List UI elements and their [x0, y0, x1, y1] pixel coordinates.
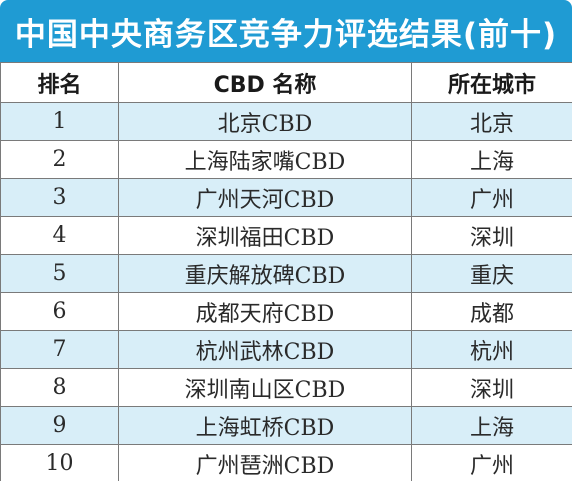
- city-cell: 深圳: [411, 368, 572, 407]
- city-cell: 上海: [411, 140, 572, 179]
- cbd-name-cell: 广州天河CBD: [118, 178, 412, 217]
- table-row: 8 深圳南山区CBD 深圳: [0, 368, 572, 407]
- cbd-name-cell: 深圳福田CBD: [118, 216, 412, 255]
- header-row: 排名 CBD 名称 所在城市: [0, 62, 572, 103]
- table-row: 6 成都天府CBD 成都: [0, 292, 572, 331]
- rank-cell: 2: [0, 140, 119, 179]
- city-cell: 上海: [411, 406, 572, 445]
- header-cbd-name: CBD 名称: [118, 62, 412, 103]
- city-cell: 杭州: [411, 330, 572, 369]
- rank-cell: 7: [0, 330, 119, 369]
- rank-cell: 6: [0, 292, 119, 331]
- cbd-name-cell: 上海虹桥CBD: [118, 406, 412, 445]
- cbd-name-cell: 广州琶洲CBD: [118, 444, 412, 481]
- table-row: 9 上海虹桥CBD 上海: [0, 406, 572, 445]
- cbd-name-cell: 成都天府CBD: [118, 292, 412, 331]
- city-cell: 深圳: [411, 216, 572, 255]
- ranking-table: 排名 CBD 名称 所在城市 1 北京CBD 北京 2 上海陆家嘴CBD 上海 …: [0, 62, 572, 481]
- rank-cell: 9: [0, 406, 119, 445]
- cbd-name-cell: 杭州武林CBD: [118, 330, 412, 369]
- header-rank: 排名: [0, 62, 119, 103]
- title-bar: 中国中央商务区竞争力评选结果(前十): [0, 0, 572, 62]
- rank-cell: 3: [0, 178, 119, 217]
- rank-cell: 10: [0, 444, 119, 481]
- table-title: 中国中央商务区竞争力评选结果(前十): [14, 16, 558, 53]
- cbd-name-cell: 上海陆家嘴CBD: [118, 140, 412, 179]
- city-cell: 广州: [411, 178, 572, 217]
- cbd-name-cell: 深圳南山区CBD: [118, 368, 412, 407]
- table-row: 7 杭州武林CBD 杭州: [0, 330, 572, 369]
- city-cell: 广州: [411, 444, 572, 481]
- table-row: 10 广州琶洲CBD 广州: [0, 444, 572, 481]
- city-cell: 成都: [411, 292, 572, 331]
- table-row: 3 广州天河CBD 广州: [0, 178, 572, 217]
- rank-cell: 4: [0, 216, 119, 255]
- cbd-name-cell: 重庆解放碑CBD: [118, 254, 412, 293]
- table-row: 4 深圳福田CBD 深圳: [0, 216, 572, 255]
- table-row: 5 重庆解放碑CBD 重庆: [0, 254, 572, 293]
- header-city: 所在城市: [411, 62, 572, 103]
- table-row: 2 上海陆家嘴CBD 上海: [0, 140, 572, 179]
- city-cell: 重庆: [411, 254, 572, 293]
- table-row: 1 北京CBD 北京: [0, 102, 572, 141]
- rank-cell: 5: [0, 254, 119, 293]
- rank-cell: 1: [0, 102, 119, 141]
- city-cell: 北京: [411, 102, 572, 141]
- rank-cell: 8: [0, 368, 119, 407]
- cbd-name-cell: 北京CBD: [118, 102, 412, 141]
